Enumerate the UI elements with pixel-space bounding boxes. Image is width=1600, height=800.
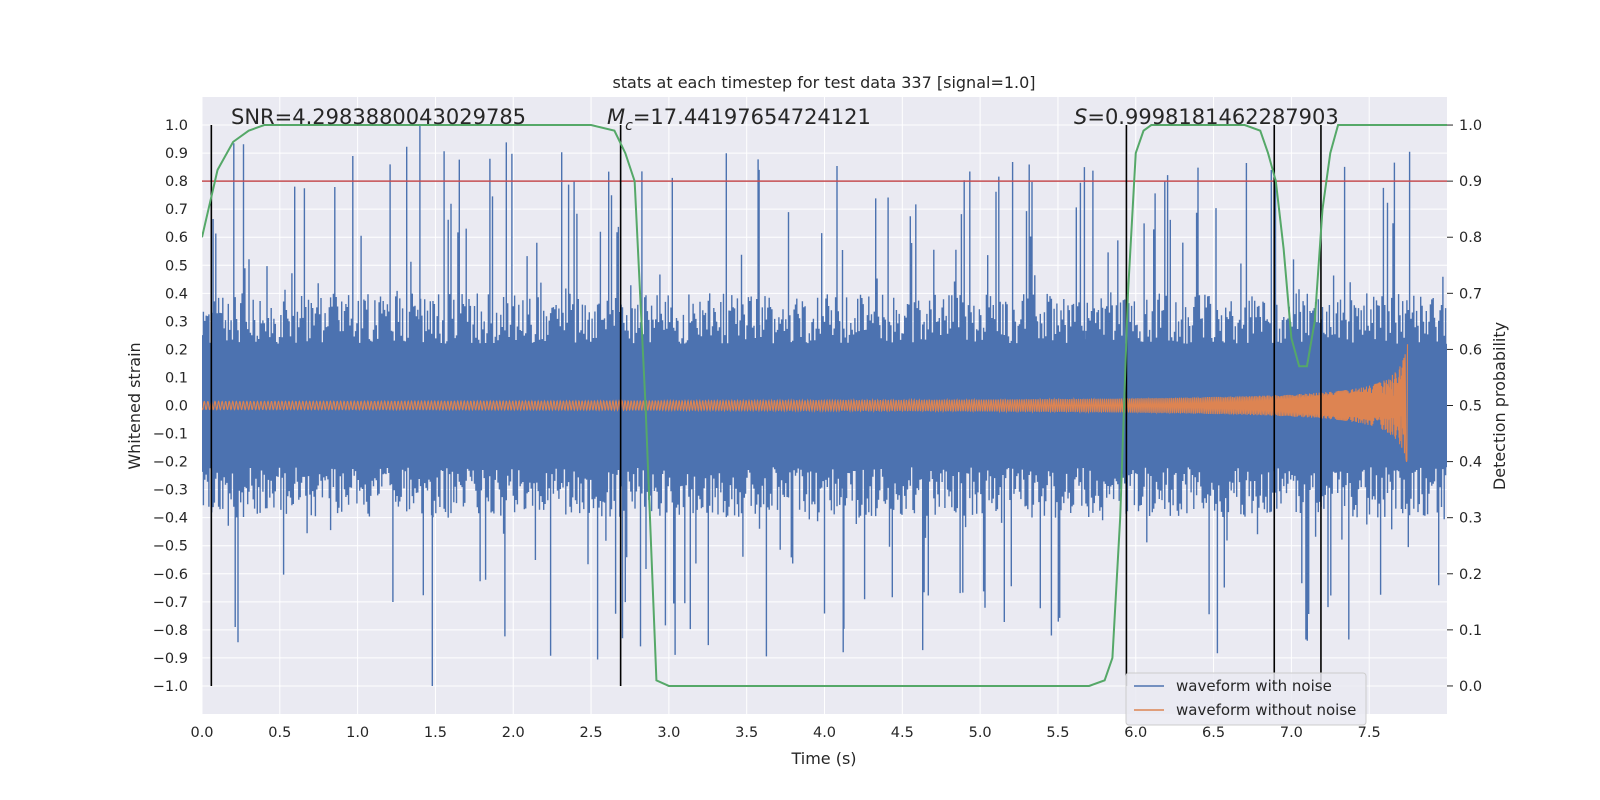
x-axis-label: Time (s) (790, 749, 856, 768)
probability-series-line (202, 124, 1447, 687)
x-tick-label: 1.0 (346, 725, 369, 741)
y-tick-label: 0.6 (165, 230, 188, 246)
y2-tick-label: 0.3 (1459, 511, 1482, 527)
x-tick-label: 3.0 (657, 725, 680, 741)
y2-tick-label: 0.5 (1459, 399, 1482, 415)
y2-tick-label: 0.2 (1459, 567, 1482, 583)
y2-tick-label: 0.8 (1459, 230, 1482, 246)
y-tick-label: −0.7 (153, 595, 188, 611)
chirp-series-line (202, 344, 1409, 462)
x-tick-label: 2.5 (580, 725, 603, 741)
y-tick-label: −0.1 (153, 427, 188, 443)
y2-tick-label: 0.6 (1459, 342, 1482, 358)
y-tick-label: 0.7 (165, 202, 188, 218)
significance-stat: S=0.9998181462287903 (1074, 105, 1339, 129)
chirp-mass-stat: Mc=17.44197654724121 (607, 105, 871, 134)
y-tick-label: −0.2 (153, 455, 188, 471)
legend-clean-label: waveform without noise (1176, 701, 1356, 719)
snr-stat: SNR=4.2983880043029785 (231, 105, 526, 129)
y2-tick-label: 0.4 (1459, 455, 1482, 471)
y-tick-label: −0.6 (153, 567, 188, 583)
y-tick-label: −0.3 (153, 483, 188, 499)
x-tick-label: 4.0 (813, 725, 836, 741)
x-tick-label: 6.0 (1124, 725, 1147, 741)
legend: waveform with noise waveform without noi… (1125, 672, 1367, 726)
y2-tick-label: 0.0 (1459, 679, 1482, 695)
plot-area (202, 124, 1447, 687)
y-tick-label: 0.9 (165, 146, 188, 162)
x-tick-label: 5.0 (969, 725, 992, 741)
y2-tick-label: 0.9 (1459, 174, 1482, 190)
x-tick-label: 3.5 (735, 725, 758, 741)
y-tick-label: 0.5 (165, 258, 188, 274)
y-tick-label: −0.8 (153, 623, 188, 639)
x-tick-labels: 0.0 0.5 1.0 1.5 2.0 2.5 3.0 3.5 4.0 4.5 5.0 5.5 6.0 6… (190, 725, 1380, 741)
y2-tick-label: 1.0 (1459, 118, 1482, 134)
y-tick-label: 0.4 (165, 286, 188, 302)
chart-title: stats at each timestep for test data 337… (612, 73, 1035, 92)
y-tick-label: −0.4 (153, 511, 188, 527)
x-tick-label: 1.5 (424, 725, 447, 741)
x-tick-label: 4.5 (891, 725, 914, 741)
x-tick-label: 7.0 (1280, 725, 1303, 741)
y-tick-label: 0.2 (165, 342, 188, 358)
y-tick-label: 1.0 (165, 118, 188, 134)
legend-box (1125, 672, 1367, 726)
x-tick-label: 0.0 (190, 725, 213, 741)
x-tick-label: 7.5 (1358, 725, 1381, 741)
y2-tick-label: 0.1 (1459, 623, 1482, 639)
y-tick-label: 0.0 (165, 399, 188, 415)
y2-tick-labels: 1.0 0.9 0.8 0.7 0.6 0.5 0.4 0.3 0.2 0.1 0.0 (1447, 118, 1482, 695)
y2-tick-label: 0.7 (1459, 286, 1482, 302)
y-tick-labels: 1.0 0.9 0.8 0.7 0.6 0.5 0.4 0.3 0.2 0.1 0.0 −0.1 −0.… (153, 118, 188, 695)
x-tick-label: 6.5 (1202, 725, 1225, 741)
y-tick-label: −0.9 (153, 651, 188, 667)
significance-value: =0.9998181462287903 (1087, 105, 1338, 129)
y-tick-label: 0.1 (165, 370, 188, 386)
x-tick-label: 0.5 (268, 725, 291, 741)
y-axis-label: Whitened strain (125, 342, 144, 469)
x-tick-label: 5.5 (1046, 725, 1069, 741)
y2-axis-label: Detection probability (1490, 322, 1509, 490)
legend-noise-label: waveform with noise (1176, 677, 1332, 695)
y-tick-label: −1.0 (153, 679, 188, 695)
x-tick-label: 2.0 (502, 725, 525, 741)
y-tick-label: −0.5 (153, 539, 188, 555)
y-tick-label: 0.3 (165, 314, 188, 330)
chirp-mass-value: =17.44197654724121 (633, 105, 871, 129)
y-tick-label: 0.8 (165, 174, 188, 190)
